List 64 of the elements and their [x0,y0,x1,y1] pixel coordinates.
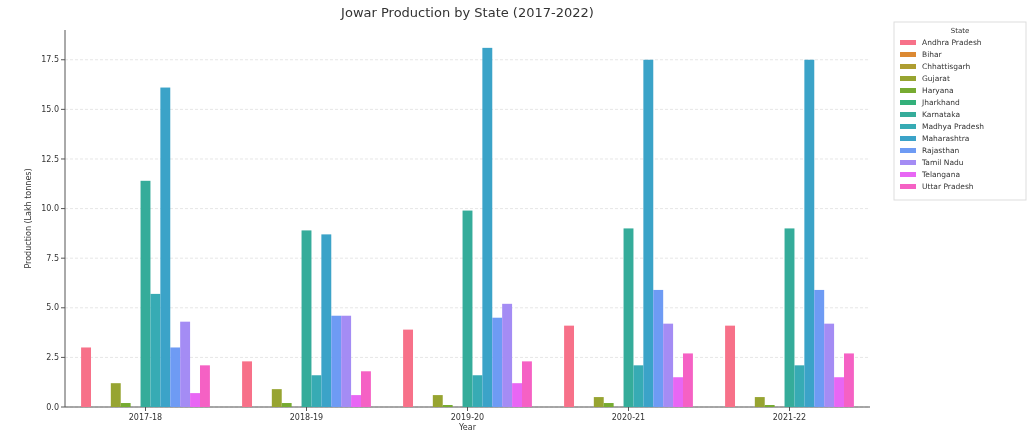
bar [341,315,352,407]
bar [160,87,171,407]
bar [794,365,805,407]
bar [633,365,644,407]
bar [351,395,361,407]
bar [814,289,825,407]
bar [502,303,513,407]
bar [311,375,322,407]
bar [110,383,121,407]
bar [512,383,522,407]
bar [140,180,151,407]
bar [653,289,664,407]
x-tick-label: 2019-20 [450,413,485,422]
y-tick-label: 17.5 [41,55,59,65]
bar [754,397,765,407]
bar [403,329,414,407]
bar [242,361,253,407]
bar [663,323,674,407]
bar [603,403,614,407]
y-tick-label: 7.5 [46,253,59,263]
bar [492,317,503,407]
bar [360,371,371,407]
bar [170,347,181,407]
y-tick-label: 10.0 [41,204,59,214]
bar [804,59,815,407]
bar [824,323,835,407]
bar [321,234,332,407]
bar [834,377,844,407]
y-tick-label: 12.5 [41,154,59,164]
bar [271,389,282,407]
bar [784,228,795,407]
bar [673,377,683,407]
bar [593,397,604,407]
y-tick-label: 0.0 [46,402,59,412]
bar [180,321,191,407]
x-tick-label: 2020-21 [611,413,646,422]
y-tick-label: 2.5 [46,352,59,362]
bar [432,395,443,407]
bar [190,393,200,407]
bar [199,365,210,407]
bar [281,403,292,407]
bar [564,325,575,407]
bar [521,361,532,407]
bar [462,210,473,407]
bar [725,325,736,407]
x-axis-title: Year [458,423,477,432]
bar [120,403,131,407]
bar [81,347,92,407]
x-tick-label: 2017-18 [128,413,163,422]
y-axis-title: Production (Lakh tonnes) [24,168,33,269]
chart-title: Jowar Production by State (2017-2022) [340,5,594,20]
bar [150,293,161,407]
bar [623,228,634,407]
bar [482,47,493,407]
bar [301,230,312,407]
bar [843,353,854,407]
x-tick-label: 2018-19 [289,413,324,422]
y-tick-label: 15.0 [41,104,59,114]
bar [682,353,693,407]
bar [643,59,654,407]
x-tick-label: 2021-22 [772,413,807,422]
y-tick-label: 5.0 [46,303,59,313]
bar [472,375,483,407]
bar [331,315,342,407]
